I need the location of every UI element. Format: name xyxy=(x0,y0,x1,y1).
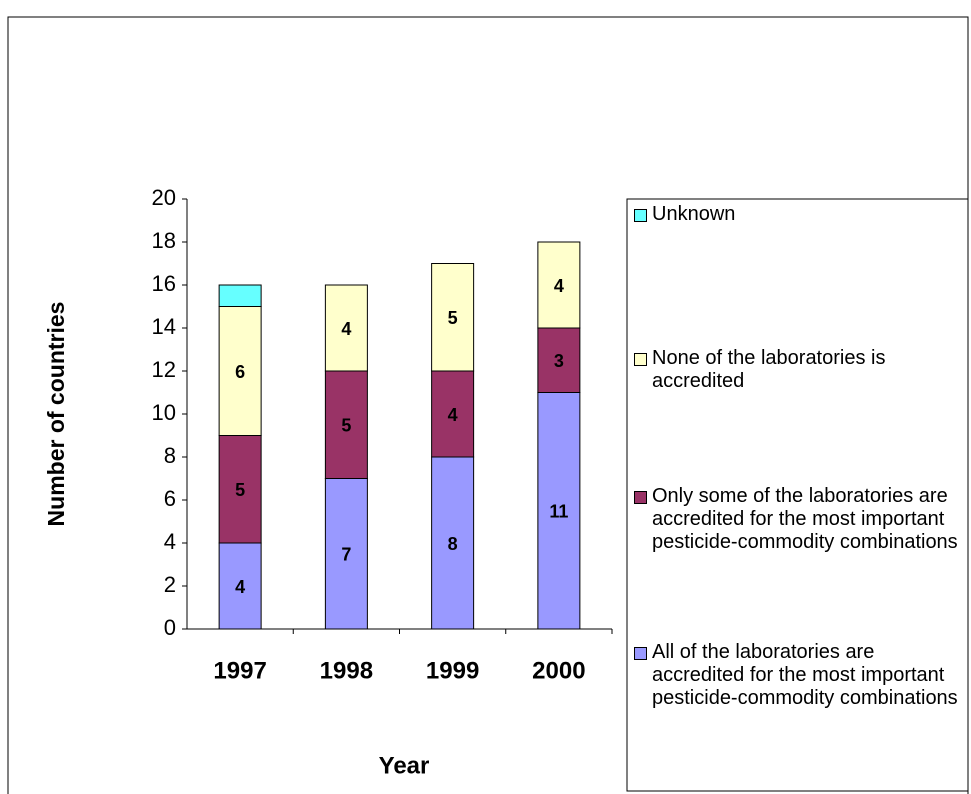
x-tick-label: 1999 xyxy=(426,657,479,684)
legend-label: All of the laboratories are accredited f… xyxy=(652,641,958,709)
y-axis-label: Number of countries xyxy=(43,302,69,527)
y-tick-label: 0 xyxy=(164,615,176,640)
y-tick-label: 20 xyxy=(152,185,176,210)
data-label: 3 xyxy=(554,351,564,371)
x-tick-label: 1997 xyxy=(213,657,266,684)
y-tick-label: 16 xyxy=(152,271,176,296)
x-axis-label: Year xyxy=(379,752,430,779)
y-tick-label: 18 xyxy=(152,228,176,253)
bar-segment xyxy=(218,435,262,544)
data-label: 4 xyxy=(554,276,564,296)
bar-segment xyxy=(431,263,475,372)
legend-border xyxy=(626,198,969,792)
y-tick-label: 12 xyxy=(152,357,176,382)
legend-item: None of the laboratories is accredited xyxy=(634,347,964,393)
y-tick-label: 10 xyxy=(152,400,176,425)
y-tick-label: 2 xyxy=(164,572,176,597)
legend-label: Unknown xyxy=(652,203,736,225)
legend-label: None of the laboratories is accredited xyxy=(652,347,886,392)
data-label: 11 xyxy=(549,502,568,522)
bar-segment xyxy=(218,306,262,436)
legend-swatch xyxy=(634,491,647,504)
legend-item: Unknown xyxy=(634,203,964,226)
bar-segment xyxy=(537,327,581,393)
data-label: 5 xyxy=(341,416,351,436)
data-label: 5 xyxy=(448,308,458,328)
bar-segment xyxy=(431,370,475,458)
bar-segment xyxy=(218,284,262,307)
legend-item: Only some of the laboratories are accred… xyxy=(634,485,964,554)
legend-item: All of the laboratories are accredited f… xyxy=(634,641,964,710)
data-label: 5 xyxy=(235,480,245,500)
legend-swatch xyxy=(634,353,647,366)
x-tick-label: 1998 xyxy=(320,657,373,684)
bar-segment xyxy=(431,456,475,630)
bar-segment xyxy=(537,392,581,630)
y-tick-label: 14 xyxy=(152,314,176,339)
y-tick-label: 4 xyxy=(164,529,176,554)
data-label: 7 xyxy=(341,545,351,565)
legend-label: Only some of the laboratories are accred… xyxy=(652,485,958,553)
data-label: 4 xyxy=(341,319,351,339)
data-label: 4 xyxy=(235,577,245,597)
data-label: 4 xyxy=(448,405,458,425)
legend-swatch xyxy=(634,209,647,222)
y-tick-label: 6 xyxy=(164,486,176,511)
legend-swatch xyxy=(634,647,647,660)
x-tick-label: 2000 xyxy=(532,657,585,684)
bar-segment xyxy=(218,542,262,630)
y-tick-label: 8 xyxy=(164,443,176,468)
bar-segment xyxy=(537,241,581,329)
bar-segment xyxy=(324,284,368,372)
data-label: 6 xyxy=(235,362,245,382)
bar-segment xyxy=(324,370,368,479)
data-label: 8 xyxy=(448,534,458,554)
